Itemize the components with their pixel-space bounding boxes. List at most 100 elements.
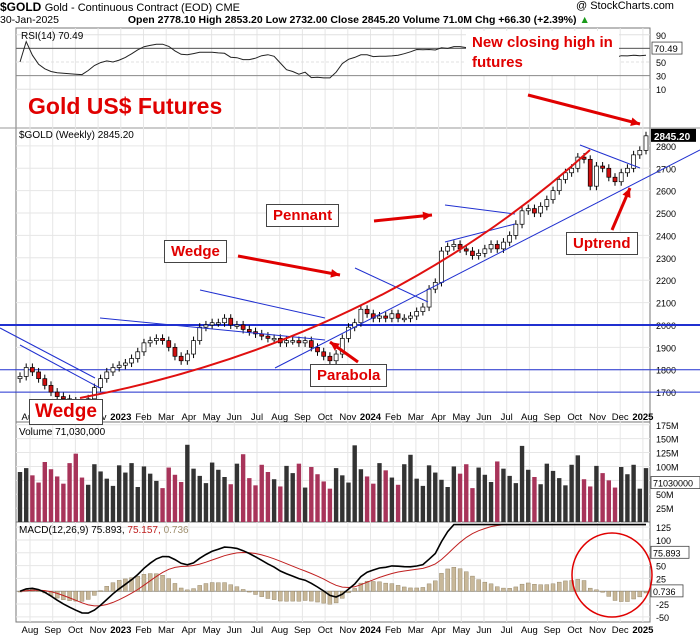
price-x-tick-label: Jun — [476, 412, 491, 423]
volume-bar — [129, 463, 134, 522]
candle-up — [637, 150, 643, 156]
macd-histogram-bar — [495, 586, 500, 592]
volume-bar — [588, 486, 593, 522]
candle-up — [513, 223, 519, 236]
candle-down — [48, 385, 54, 393]
volume-bar — [104, 478, 109, 522]
candle-up — [191, 340, 196, 355]
candle-up — [544, 199, 550, 207]
macd-histogram-bar — [470, 575, 475, 592]
price-tick-label: 2300 — [656, 254, 676, 264]
candle-up — [104, 371, 110, 380]
candle-down — [265, 335, 271, 339]
candle-up — [271, 338, 277, 341]
volume-bar — [544, 463, 550, 522]
volume-bar — [135, 487, 140, 522]
macd-histogram-bar — [209, 582, 215, 592]
macd-histogram-bar — [160, 575, 165, 592]
volume-bar — [259, 464, 264, 522]
candle-up — [209, 322, 215, 326]
volume-bar — [346, 482, 351, 522]
macd-histogram-bar — [222, 582, 227, 592]
volume-bar — [166, 467, 171, 522]
volume-bar — [228, 484, 233, 522]
volume-bar — [234, 463, 240, 522]
macd-value-box — [650, 545, 690, 559]
volume-bar — [352, 445, 357, 522]
volume-bar — [395, 484, 401, 522]
price-x-tick-label: Feb — [385, 412, 401, 423]
macd-x-tick-label: Apr — [431, 625, 446, 636]
price-x-tick-label: Dec — [612, 412, 629, 423]
price-tick-label: 2400 — [656, 231, 676, 241]
macd-histogram-bar — [433, 580, 438, 592]
macd-tick-label: 125 — [656, 523, 671, 533]
price-x-tick-label: 2023 — [110, 412, 131, 423]
macd-histogram-bar — [625, 591, 630, 602]
price-tick-label: 2700 — [656, 164, 676, 174]
uptrend-arrow-head — [622, 188, 631, 198]
volume-bar — [209, 462, 215, 522]
macd-histogram-bar — [104, 586, 109, 592]
header-line1: $GOLD Gold - Continuous Contract (EOD) C… — [0, 0, 240, 14]
macd-histogram-bar — [309, 591, 314, 602]
volume-bar — [203, 483, 209, 522]
macd-x-tick-label: May — [203, 625, 221, 636]
chg-arrow-icon: ▲ — [579, 14, 590, 26]
price-tick-label: 1900 — [656, 343, 676, 353]
volume-bar — [154, 480, 159, 522]
volume-bar — [73, 453, 78, 522]
price-x-tick-label: Aug — [271, 412, 288, 423]
volume-bar — [383, 470, 388, 522]
macd-histogram-bar — [234, 586, 240, 592]
pennant-entry-line — [354, 267, 429, 303]
candle-up — [556, 179, 562, 192]
exchange-label: CME — [215, 2, 240, 14]
macd-histogram-bar — [575, 579, 581, 592]
rsi-tick-label: 90 — [656, 31, 666, 41]
candle-up — [401, 317, 407, 321]
volume-bar — [358, 469, 364, 522]
candle-up — [476, 252, 482, 256]
candle-up — [197, 326, 203, 341]
volume-bar — [123, 472, 128, 522]
macd-highlight-circle — [571, 532, 653, 618]
volume-bar — [532, 477, 537, 522]
candle-up — [203, 324, 209, 328]
macd-histogram-bar — [17, 591, 23, 593]
volume-bar — [178, 482, 184, 522]
volume-bar — [253, 485, 258, 522]
macd-histogram-bar — [166, 578, 171, 592]
candle-down — [61, 396, 66, 400]
macd-x-tick-label: 2024 — [360, 625, 382, 636]
price-x-tick-label: Mar — [408, 412, 424, 423]
volume-bar — [420, 485, 426, 522]
rsi-tick-label: 10 — [656, 85, 666, 95]
pennant-arrow-head — [422, 211, 432, 221]
macd-histogram-bar — [544, 584, 550, 592]
candle-up — [17, 376, 23, 380]
rsi-value-label: 70.49 — [654, 44, 678, 55]
price-x-tick-label: Aug — [521, 412, 538, 423]
flag-upper-line — [579, 144, 641, 169]
volume-bar — [333, 468, 339, 522]
volume-bar — [309, 467, 314, 522]
macd-x-tick-label: Mar — [158, 625, 174, 636]
macd-x-tick-label: Nov — [339, 625, 356, 636]
macd-label: MACD(12,26,9) 75.893, 75.157, 0.736 — [19, 525, 189, 536]
volume-bar — [48, 469, 54, 522]
candle-down — [315, 346, 320, 353]
macd-histogram-bar — [563, 580, 568, 592]
candle-up — [550, 190, 556, 200]
volume-bar — [98, 471, 103, 522]
macd-histogram-bar — [228, 584, 233, 592]
macd-histogram-bar — [141, 574, 147, 592]
candle-up — [184, 353, 190, 362]
candle-up — [222, 317, 227, 324]
volume-value-box — [650, 476, 700, 489]
pennant-upper-line — [444, 204, 516, 215]
price-x-tick-label: Nov — [339, 412, 356, 423]
volume-bar — [619, 467, 624, 522]
macd-x-tick-label: Nov — [90, 625, 107, 636]
